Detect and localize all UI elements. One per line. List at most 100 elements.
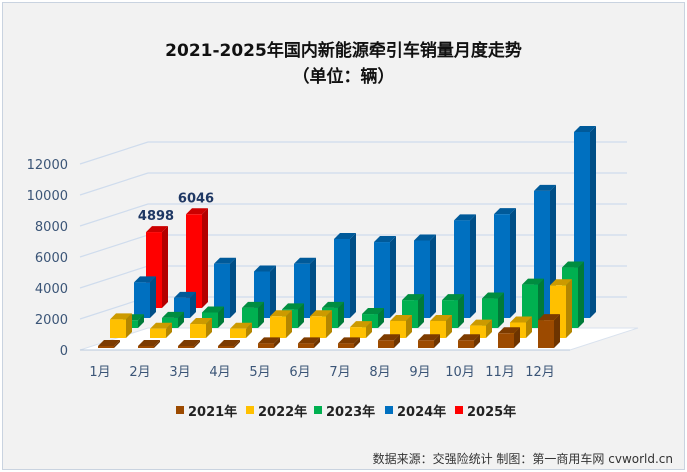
bar-top <box>522 278 544 285</box>
bar-top <box>214 257 236 264</box>
bar-2021年-9月 <box>418 340 434 348</box>
x-tick-label: 4月 <box>209 365 230 380</box>
x-tick-label: 6月 <box>289 365 310 380</box>
legend-swatch <box>455 406 463 414</box>
bar-side <box>178 311 184 328</box>
x-tick-label: 1月 <box>89 365 110 380</box>
legend-swatch <box>314 406 322 414</box>
bar-top <box>562 261 584 268</box>
chart-subtitle: （单位：辆） <box>292 67 395 87</box>
gridline <box>79 203 627 227</box>
bar-side <box>114 340 120 348</box>
bar-side <box>350 232 356 318</box>
bar-side <box>298 303 304 328</box>
bar-top <box>258 337 280 344</box>
bar-2022年-1月 <box>110 319 126 338</box>
bar-2021年-2月 <box>138 346 154 348</box>
bar-top <box>454 214 476 221</box>
legend-swatch <box>176 406 184 414</box>
bar-2024年-1月 <box>134 282 150 318</box>
bar-top <box>538 314 560 321</box>
bar-top <box>294 257 316 264</box>
bar-side <box>126 313 132 338</box>
bar-top <box>390 314 412 321</box>
bar-side <box>286 310 292 338</box>
bar-top <box>138 340 160 346</box>
chart-title: 2021-2025年国内新能源牵引车销量月度走势 <box>165 41 522 61</box>
bar-side <box>274 337 280 348</box>
bar-2022年-5月 <box>270 316 286 338</box>
bar-top <box>178 340 200 346</box>
bar-side <box>258 301 264 328</box>
bar-side <box>418 294 424 328</box>
bar-2022年-2月 <box>150 328 166 338</box>
bar-top <box>298 337 320 344</box>
bar-2025年-2月 <box>186 214 202 308</box>
bar-top <box>254 265 276 272</box>
bar-2024年-6月 <box>334 238 350 318</box>
y-tick-label: 6000 <box>35 251 68 266</box>
bar-side <box>326 310 332 338</box>
bar-2021年-10月 <box>458 340 474 348</box>
bar-top <box>414 234 436 241</box>
legend-label: 2025年 <box>467 404 516 420</box>
bar-top <box>374 236 396 243</box>
bar-top <box>146 226 168 233</box>
bar-top <box>190 318 212 325</box>
data-label: 4898 <box>138 209 174 224</box>
bar-side <box>514 327 520 348</box>
bar-top <box>310 310 332 317</box>
bar-side <box>430 234 436 318</box>
bar-side <box>474 334 480 348</box>
bar-side <box>354 337 360 348</box>
bar-side <box>498 292 504 328</box>
x-tick-label: 9月 <box>409 365 430 380</box>
x-tick-label: 5月 <box>249 365 270 380</box>
y-tick-label: 4000 <box>35 282 68 297</box>
bar-side <box>394 334 400 348</box>
bar-side <box>162 226 168 308</box>
bar-2021年-8月 <box>378 340 394 348</box>
legend-swatch <box>385 406 393 414</box>
x-tick-label: 10月 <box>445 365 475 380</box>
y-tick-label: 8000 <box>35 220 68 235</box>
data-label: 6046 <box>178 191 214 206</box>
bar-2022年-8月 <box>390 320 406 338</box>
y-tick-label: 10000 <box>27 189 68 204</box>
bar-top <box>378 334 400 341</box>
bar-top <box>334 232 356 239</box>
y-tick-label: 0 <box>60 344 68 359</box>
bar-side <box>554 314 560 348</box>
bar-top <box>230 322 252 329</box>
bar-side <box>218 306 224 328</box>
x-tick-label: 3月 <box>169 365 190 380</box>
bar-2021年-5月 <box>258 343 274 348</box>
bar-side <box>446 314 452 338</box>
x-tick-label: 7月 <box>329 365 350 380</box>
bar-top <box>282 303 304 310</box>
bar-side <box>202 208 208 308</box>
legend-label: 2024年 <box>397 404 446 420</box>
gridline <box>79 172 627 196</box>
bar-side <box>578 261 584 328</box>
bar-side <box>270 265 276 318</box>
bar-top <box>458 334 480 341</box>
bar-top <box>134 276 156 283</box>
x-tick-label: 12月 <box>525 365 555 380</box>
bar-2024年-10月 <box>494 214 510 318</box>
x-tick-label: 11月 <box>485 365 515 380</box>
bar-top <box>418 334 440 341</box>
bar-top <box>550 279 572 286</box>
bar-side <box>470 214 476 318</box>
bar-top <box>482 292 504 299</box>
bar-top <box>242 301 264 308</box>
bar-top <box>338 337 360 344</box>
bar-top <box>534 184 556 191</box>
y-tick-label: 12000 <box>27 158 68 173</box>
bar-side <box>150 276 156 318</box>
bar-top <box>150 322 172 329</box>
bar-top <box>186 208 208 215</box>
legend-label: 2021年 <box>188 404 237 420</box>
bar-side <box>458 294 464 328</box>
legend-label: 2023年 <box>326 404 375 420</box>
